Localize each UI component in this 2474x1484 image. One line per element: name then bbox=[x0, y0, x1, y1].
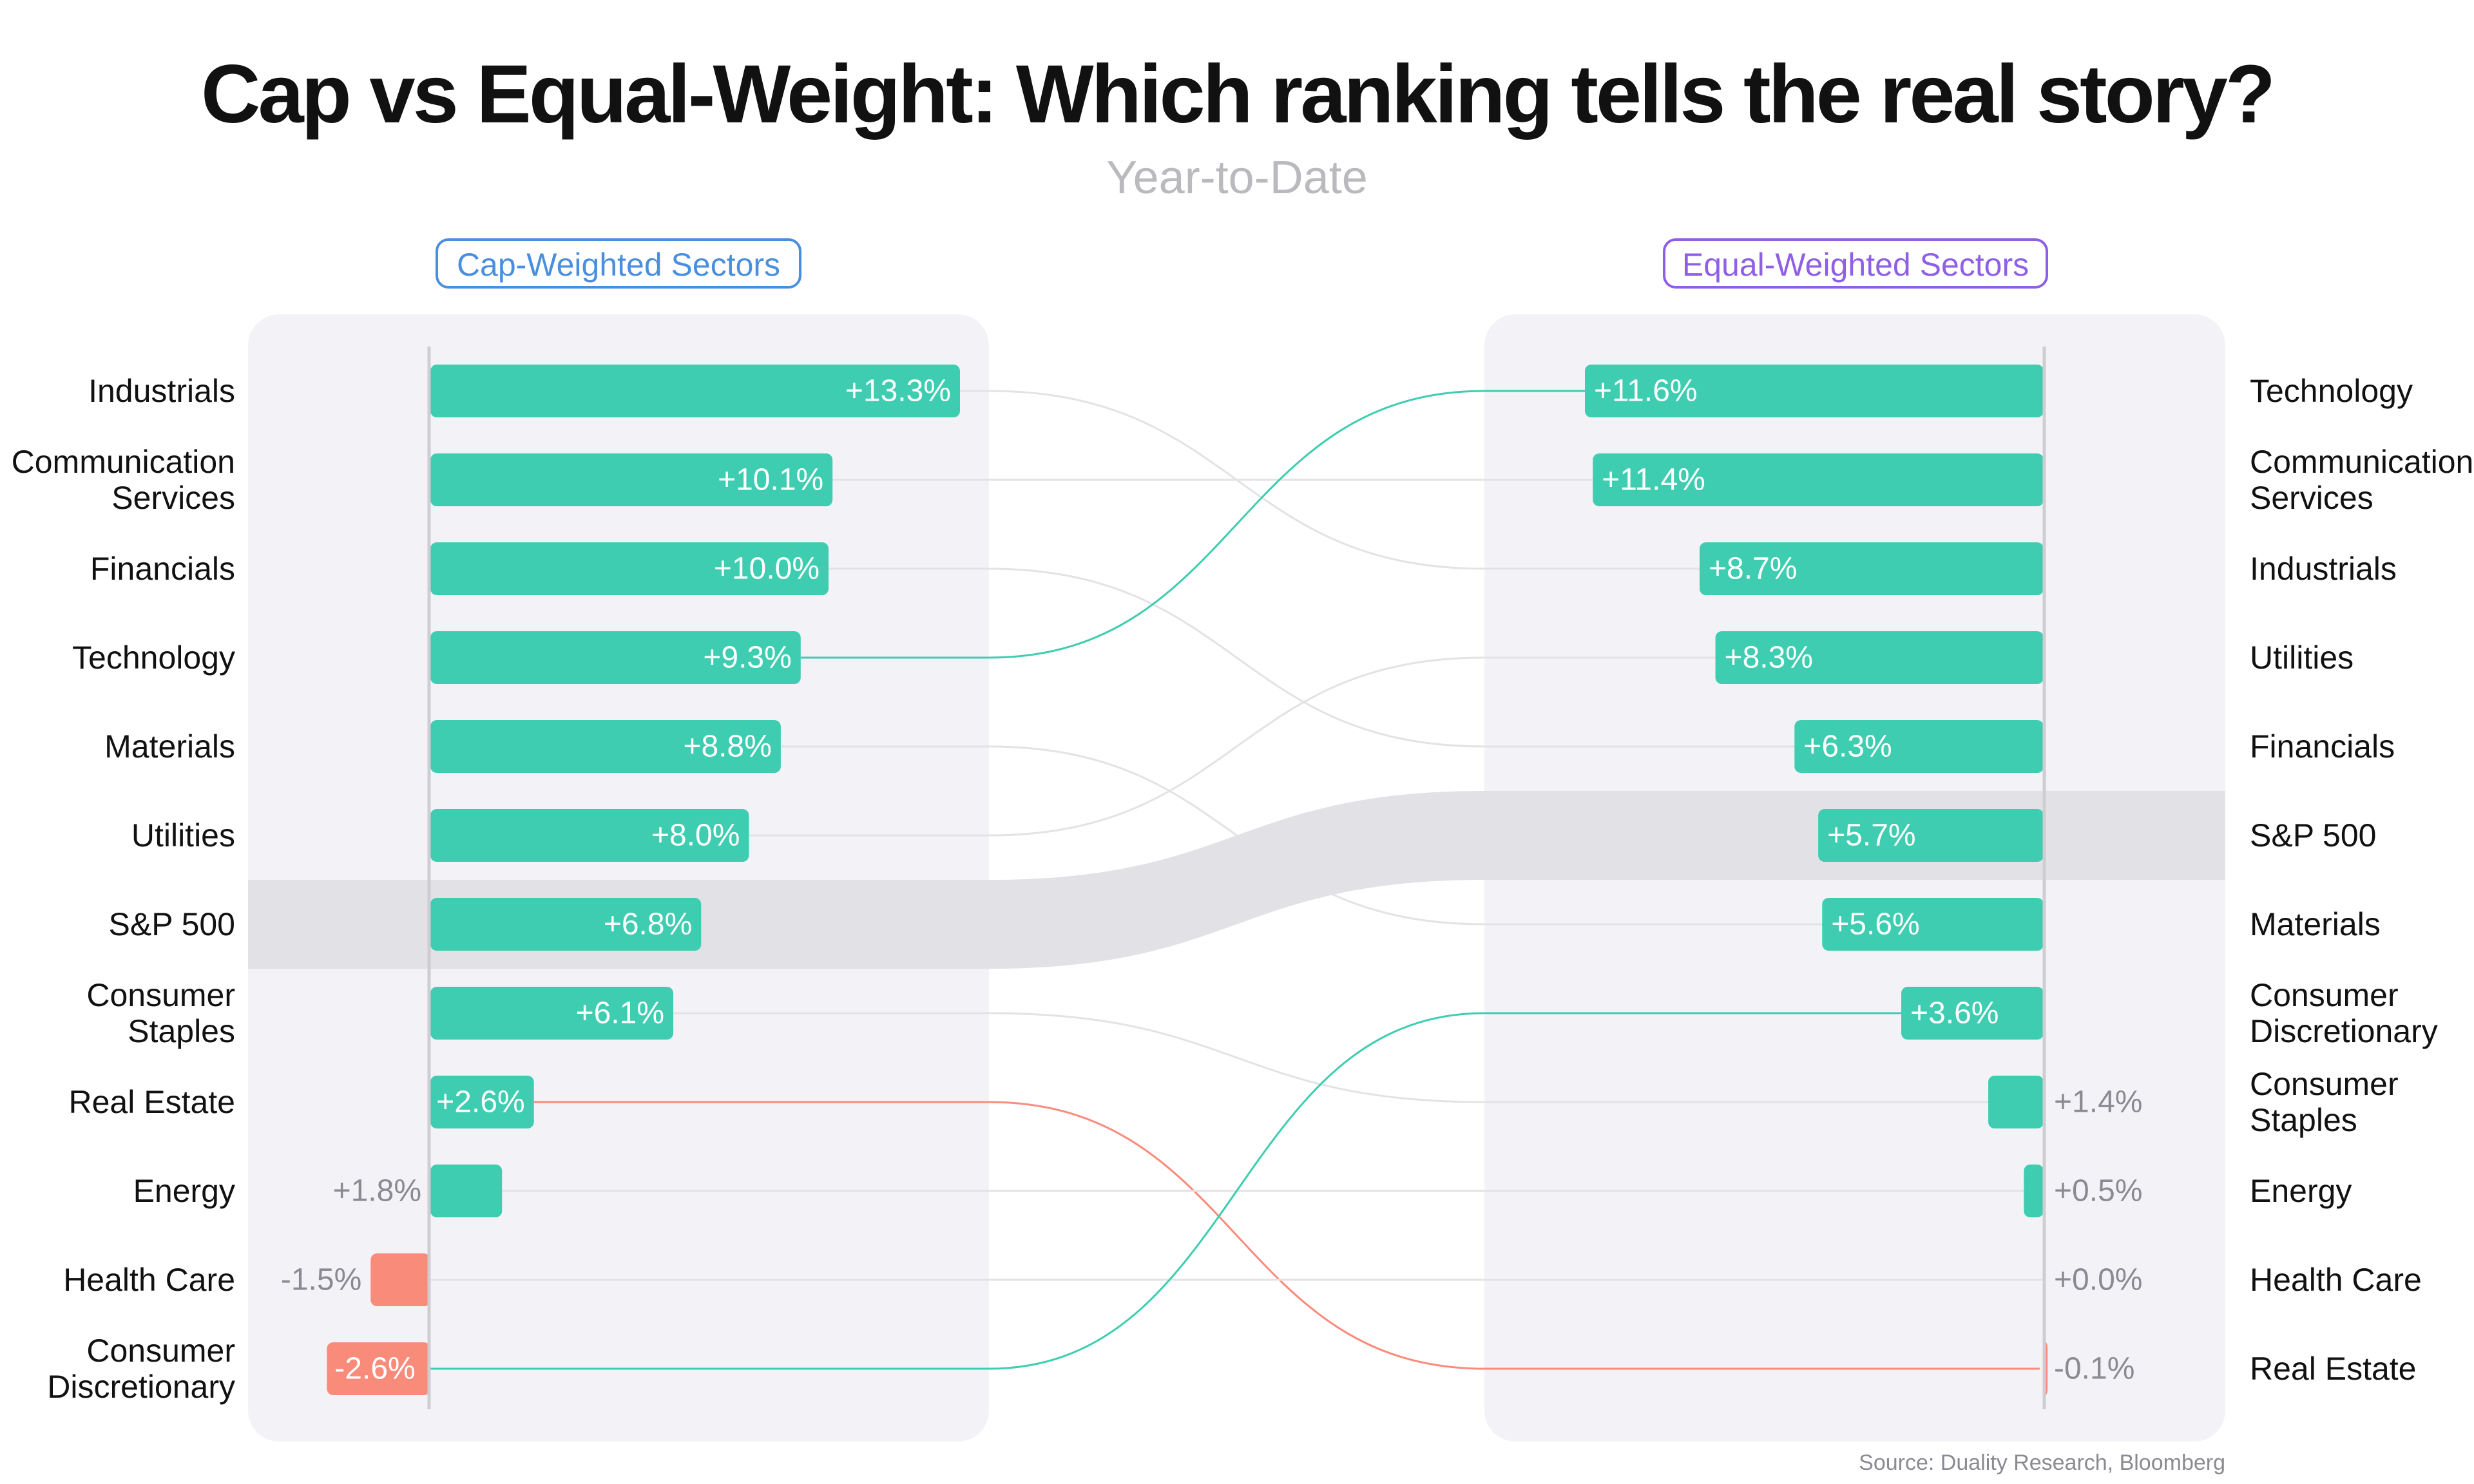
left-bar-industrials bbox=[430, 365, 960, 417]
right-bar-energy bbox=[2024, 1165, 2044, 1217]
right-bar-communication-services bbox=[1593, 453, 2044, 506]
left-bar-materials bbox=[430, 720, 781, 773]
right-category-label-materials: Materials bbox=[2250, 906, 2381, 942]
right-category-label-sandp-500: S&P 500 bbox=[2250, 817, 2376, 853]
value-and-category-labels: +13.3% Industrials +10.1% Communication Serv… bbox=[12, 373, 2474, 1405]
right-value-label-financials: +6.3% bbox=[1803, 730, 1892, 764]
left-value-label-technology: +9.3% bbox=[703, 641, 791, 675]
left-bar-sandp-500 bbox=[430, 898, 702, 951]
left-category-label-materials: Materials bbox=[104, 728, 235, 765]
benchmark-band bbox=[248, 791, 2225, 969]
left-bar-financials bbox=[430, 542, 829, 595]
chart-title: Cap vs Equal-Weight: Which ranking tells… bbox=[201, 48, 2273, 140]
right-value-label-health-care: +0.0% bbox=[2054, 1263, 2142, 1297]
right-bar-consumer-staples bbox=[1988, 1076, 2044, 1128]
right-category-label-technology: Technology bbox=[2250, 373, 2413, 409]
right-category-label-consumer-discretionary: Consumer Discretionary bbox=[2250, 977, 2438, 1049]
right-bar-sandp-500 bbox=[1818, 809, 2044, 862]
left-value-label-financials: +10.0% bbox=[714, 552, 820, 586]
right-category-label-communication-services: Communication Services bbox=[2250, 444, 2473, 516]
left-category-label-consumer-discretionary: Consumer Discretionary bbox=[47, 1333, 235, 1405]
right-value-label-real-estate: -0.1% bbox=[2054, 1352, 2134, 1386]
right-bar-financials bbox=[1794, 720, 2044, 773]
right-value-label-utilities: +8.3% bbox=[1725, 641, 1813, 675]
chart-subtitle: Year-to-Date bbox=[1106, 152, 1368, 204]
left-value-label-utilities: +8.0% bbox=[651, 819, 740, 853]
right-category-label-real-estate: Real Estate bbox=[2250, 1351, 2416, 1387]
left-value-label-consumer-staples: +6.1% bbox=[576, 996, 664, 1031]
connector-materials bbox=[780, 745, 2044, 926]
left-bar-energy bbox=[430, 1165, 503, 1217]
right-bar-consumer-discretionary bbox=[1901, 987, 2044, 1040]
right-value-label-industrials: +8.7% bbox=[1709, 552, 1797, 586]
source-note: Source: Duality Research, Bloomberg bbox=[1859, 1451, 2225, 1475]
left-value-label-consumer-discretionary: -2.6% bbox=[334, 1352, 415, 1386]
left-bar-health-care bbox=[370, 1253, 430, 1306]
right-panel-header-label: Equal-Weighted Sectors bbox=[1682, 247, 2029, 283]
left-category-label-energy: Energy bbox=[133, 1173, 235, 1209]
right-value-label-technology: +11.6% bbox=[1594, 374, 1698, 408]
right-value-label-consumer-staples: +1.4% bbox=[2054, 1085, 2142, 1119]
right-category-label-industrials: Industrials bbox=[2250, 551, 2397, 587]
left-bar-consumer-staples bbox=[430, 987, 674, 1040]
right-value-label-communication-services: +11.4% bbox=[1602, 463, 1705, 497]
left-category-label-industrials: Industrials bbox=[88, 373, 235, 409]
right-category-label-utilities: Utilities bbox=[2250, 640, 2354, 676]
connector-technology bbox=[800, 390, 2044, 659]
connector-financials bbox=[829, 567, 2044, 748]
rank-connectors bbox=[430, 390, 2044, 1370]
right-bar-materials bbox=[1822, 898, 2044, 951]
connector-consumer-discretionary bbox=[430, 1012, 2044, 1370]
left-category-label-sandp-500: S&P 500 bbox=[109, 906, 235, 942]
left-panel-header-box bbox=[436, 238, 801, 289]
bars bbox=[327, 365, 2048, 1395]
left-bar-consumer-discretionary bbox=[327, 1342, 430, 1395]
left-value-label-sandp-500: +6.8% bbox=[604, 908, 692, 942]
right-panel-header: Equal-Weighted Sectors bbox=[1663, 238, 2048, 289]
right-category-label-health-care: Health Care bbox=[2250, 1262, 2422, 1298]
left-bar-real-estate bbox=[430, 1076, 534, 1128]
right-bar-industrials bbox=[1700, 542, 2044, 595]
left-category-label-consumer-staples: Consumer Staples bbox=[86, 977, 235, 1049]
left-bar-communication-services bbox=[430, 453, 833, 506]
left-category-label-communication-services: Communication Services bbox=[12, 444, 235, 516]
connector-real-estate bbox=[533, 1101, 2040, 1370]
left-panel bbox=[248, 314, 989, 1441]
right-value-label-sandp-500: +5.7% bbox=[1827, 819, 1915, 853]
left-category-label-utilities: Utilities bbox=[131, 817, 235, 853]
left-value-label-communication-services: +10.1% bbox=[718, 463, 823, 497]
benchmark-band-shape bbox=[248, 791, 2225, 969]
right-value-label-energy: +0.5% bbox=[2054, 1174, 2142, 1208]
right-value-label-materials: +5.6% bbox=[1831, 908, 1919, 942]
connector-consumer-staples bbox=[673, 1012, 2044, 1103]
left-value-label-materials: +8.8% bbox=[683, 730, 771, 764]
right-value-label-consumer-discretionary: +3.6% bbox=[1910, 996, 1999, 1031]
left-panel-header: Cap-Weighted Sectors bbox=[436, 238, 801, 289]
left-panel-header-label: Cap-Weighted Sectors bbox=[457, 247, 780, 283]
right-category-label-consumer-staples: Consumer Staples bbox=[2250, 1066, 2399, 1138]
right-category-label-financials: Financials bbox=[2250, 728, 2395, 765]
right-panel-header-box bbox=[1663, 238, 2048, 289]
right-bar-technology bbox=[1585, 365, 2044, 417]
right-category-label-energy: Energy bbox=[2250, 1173, 2352, 1209]
left-category-label-technology: Technology bbox=[72, 640, 235, 676]
left-category-label-health-care: Health Care bbox=[63, 1262, 235, 1298]
left-category-label-financials: Financials bbox=[90, 551, 235, 587]
left-category-label-real-estate: Real Estate bbox=[69, 1084, 235, 1120]
right-bar-utilities bbox=[1715, 631, 2044, 684]
left-value-label-industrials: +13.3% bbox=[845, 374, 951, 408]
connector-utilities bbox=[749, 656, 2044, 837]
left-value-label-energy: +1.8% bbox=[333, 1174, 421, 1208]
left-value-label-health-care: -1.5% bbox=[281, 1263, 361, 1297]
left-bar-utilities bbox=[430, 809, 749, 862]
left-value-label-real-estate: +2.6% bbox=[436, 1085, 524, 1119]
left-bar-technology bbox=[430, 631, 801, 684]
